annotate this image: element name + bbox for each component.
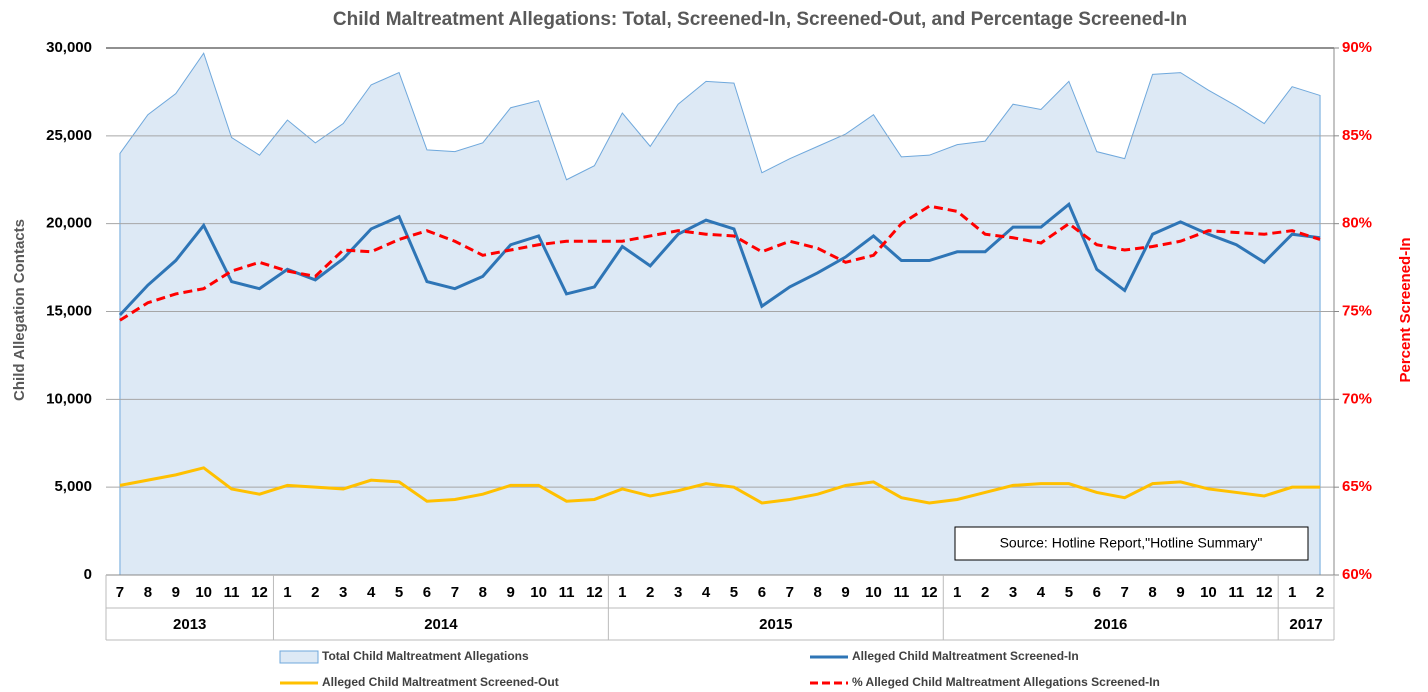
x-group-label: 2015 xyxy=(759,616,792,633)
x-tick-label: 11 xyxy=(893,584,909,601)
x-tick-label: 7 xyxy=(786,584,794,601)
x-tick-label: 6 xyxy=(1093,584,1101,601)
chart-title: Child Maltreatment Allegations: Total, S… xyxy=(333,9,1187,30)
x-tick-label: 11 xyxy=(559,584,575,601)
annotation: Source: Hotline Report,"Hotline Summary" xyxy=(1000,535,1263,551)
x-tick-label: 8 xyxy=(1148,584,1156,601)
y2-tick-label: 70% xyxy=(1342,390,1372,407)
x-tick-label: 6 xyxy=(758,584,766,601)
x-tick-label: 2 xyxy=(1316,584,1324,601)
x-group-label: 2014 xyxy=(424,616,458,633)
x-tick-label: 12 xyxy=(586,584,603,601)
x-tick-label: 9 xyxy=(841,584,849,601)
x-tick-label: 9 xyxy=(1176,584,1184,601)
x-tick-label: 5 xyxy=(395,584,403,601)
y-tick-label: 25,000 xyxy=(46,127,92,144)
line xyxy=(119,204,1321,322)
x-tick-label: 3 xyxy=(1009,584,1017,601)
x-tick-label: 8 xyxy=(144,584,152,601)
legend-swatch xyxy=(279,650,319,664)
y2-tick-label: 90% xyxy=(1342,39,1372,56)
legend-label: Total Child Maltreatment Allegations xyxy=(322,649,529,663)
x-tick-label: 7 xyxy=(116,584,124,601)
annotation-box xyxy=(954,526,1309,561)
x-tick-label: 10 xyxy=(865,584,882,601)
y-tick-label: 10,000 xyxy=(46,390,92,407)
x-tick-label: 3 xyxy=(339,584,347,601)
line xyxy=(118,201,1321,317)
x-tick-label: 12 xyxy=(921,584,938,601)
legend-label: Alleged Child Maltreatment Screened-Out xyxy=(322,675,559,689)
x-tick-label: 10 xyxy=(530,584,547,601)
x-tick-label: 1 xyxy=(953,584,961,601)
x-tick-label: 9 xyxy=(172,584,180,601)
x-tick-label: 4 xyxy=(367,584,376,601)
x-tick-label: 2 xyxy=(311,584,319,601)
y-tick-label: 30,000 xyxy=(46,39,92,56)
x-tick-label: 7 xyxy=(1121,584,1129,601)
x-tick-label: 5 xyxy=(730,584,738,601)
x-tick-label: 11 xyxy=(1228,584,1244,601)
y2-axis-label: Percent Screened-In xyxy=(1397,237,1414,382)
x-tick-label: 4 xyxy=(702,584,711,601)
x-group-label: 2013 xyxy=(173,616,206,633)
legend-label: Alleged Child Maltreatment Screened-In xyxy=(852,649,1079,663)
y-tick-label: 0 xyxy=(84,566,92,583)
x-tick-label: 2 xyxy=(981,584,989,601)
x-tick-label: 1 xyxy=(618,584,626,601)
x-tick-label: 10 xyxy=(195,584,212,601)
x-group-label: 2016 xyxy=(1094,616,1127,633)
x-tick-label: 8 xyxy=(814,584,822,601)
y-tick-label: 15,000 xyxy=(46,302,92,319)
x-tick-label: 11 xyxy=(224,584,240,601)
area xyxy=(119,52,1321,576)
y2-tick-label: 65% xyxy=(1342,478,1372,495)
x-tick-label: 6 xyxy=(423,584,431,601)
x-tick-label: 12 xyxy=(1256,584,1273,601)
y2-tick-label: 60% xyxy=(1342,566,1372,583)
x-group-label: 2017 xyxy=(1289,616,1322,633)
x-tick-label: 2 xyxy=(646,584,654,601)
y-tick-label: 20,000 xyxy=(46,215,92,232)
x-tick-label: 4 xyxy=(1037,584,1046,601)
x-tick-label: 8 xyxy=(479,584,487,601)
x-tick-label: 3 xyxy=(674,584,682,601)
y-axis-label: Child Allegation Contacts xyxy=(11,219,28,401)
legend-label: % Alleged Child Maltreatment Allegations… xyxy=(852,675,1160,689)
x-tick-label: 1 xyxy=(283,584,291,601)
y2-tick-label: 75% xyxy=(1342,302,1372,319)
x-tick-label: 9 xyxy=(507,584,515,601)
y2-tick-label: 85% xyxy=(1342,127,1372,144)
x-tick-label: 10 xyxy=(1200,584,1217,601)
x-tick-label: 7 xyxy=(451,584,459,601)
x-tick-label: 12 xyxy=(251,584,268,601)
x-tick-label: 1 xyxy=(1288,584,1296,601)
line xyxy=(119,466,1321,505)
y-tick-label: 5,000 xyxy=(54,478,92,495)
x-tick-label: 5 xyxy=(1065,584,1073,601)
y2-tick-label: 80% xyxy=(1342,215,1372,232)
